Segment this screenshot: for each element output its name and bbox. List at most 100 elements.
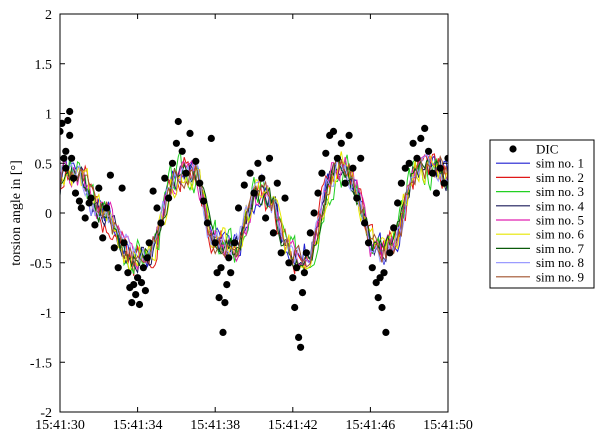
x-tick-label: 15:41:38 [190,418,240,433]
dic-point [349,164,357,172]
dic-point [70,174,78,182]
dic-point [376,274,384,282]
dic-point [165,194,173,202]
dic-point [289,274,297,282]
dic-point [200,197,208,205]
dic-point [178,147,186,155]
legend-label: sim no. 2 [536,170,584,185]
dic-point [353,194,361,202]
dic-point [440,179,448,187]
dic-point [378,303,386,312]
y-tick-label: -1.5 [30,356,52,371]
y-tick-label: -2 [40,406,52,421]
y-tick-label: -1 [40,307,52,322]
y-tick-label: 2 [45,8,52,23]
dic-point [302,249,310,257]
dic-point [409,139,417,147]
dic-point [297,343,305,351]
dic-point [318,169,326,177]
y-tick-label: 1 [45,108,52,123]
dic-point [269,229,277,237]
x-tick-label: 15:41:46 [346,418,396,433]
dic-point [64,116,72,125]
dic-point [372,279,380,287]
plot-series [60,107,448,351]
dic-point [428,169,437,177]
dic-point [60,127,64,135]
dic-point [182,169,190,177]
dic-point [397,179,405,187]
x-tick-label: 15:41:42 [268,418,318,433]
dic-point [295,333,303,341]
dic-point [168,159,177,167]
dic-point [161,174,169,182]
dic-point [258,174,266,182]
legend-label: sim no. 7 [536,241,585,256]
dic-point [421,124,429,132]
dic-point [225,254,233,262]
dic-point [106,171,114,179]
dic-point [68,154,76,162]
dic-point [77,204,85,212]
dic-point [298,289,307,297]
dic-point [95,184,103,192]
dic-point [192,157,200,165]
dic-point [75,197,83,205]
dic-point [157,219,165,227]
dic-point [145,239,153,247]
legend-symbol [509,145,517,153]
dic-point [386,249,394,257]
dic-point [380,269,388,277]
dic-point [211,239,219,247]
dic-point [285,259,293,267]
dic-point [87,194,95,202]
dic-point [374,294,382,302]
dic-point [306,229,314,237]
legend-label: sim no. 1 [536,156,584,171]
dic-point [401,164,409,172]
dic-point [71,189,80,197]
dic-point [130,281,138,289]
dic-point [345,131,353,139]
dic-point [291,303,299,312]
y-tick-label: -0.5 [30,257,52,272]
y-tick-label: 0.5 [35,157,53,172]
dic-point [174,117,182,126]
dic-point [91,221,99,229]
dic-point [357,154,365,162]
dic-point [444,154,448,162]
dic-point [203,219,211,227]
legend-frame [489,139,595,289]
dic-point [314,189,322,197]
dic-point [62,147,70,155]
dic-point [231,239,239,247]
dic-point [240,181,248,189]
dic-point [425,147,433,155]
dic-point [250,189,258,197]
dic-point [277,249,285,257]
dic-point [120,239,128,247]
legend-label: sim no. 8 [536,255,584,270]
dic-point [149,187,157,195]
dic-point [196,179,204,187]
dic-point [110,244,118,252]
dic-point [118,184,126,192]
dic-point [333,154,341,162]
dic-point [141,287,149,295]
dic-point [281,194,289,202]
dic-point [137,279,146,287]
dic-point [153,204,161,212]
dic-point [66,131,74,139]
dic-point [215,294,223,302]
dic-point [217,264,225,272]
dic-point [322,149,330,157]
dic-point [128,299,136,307]
dic-point [99,234,107,242]
dic-point [132,291,140,299]
dic-point [213,269,221,277]
dic-point [405,159,413,167]
dic-point [134,274,142,282]
dic-point [364,239,373,247]
dic-point [124,269,132,277]
